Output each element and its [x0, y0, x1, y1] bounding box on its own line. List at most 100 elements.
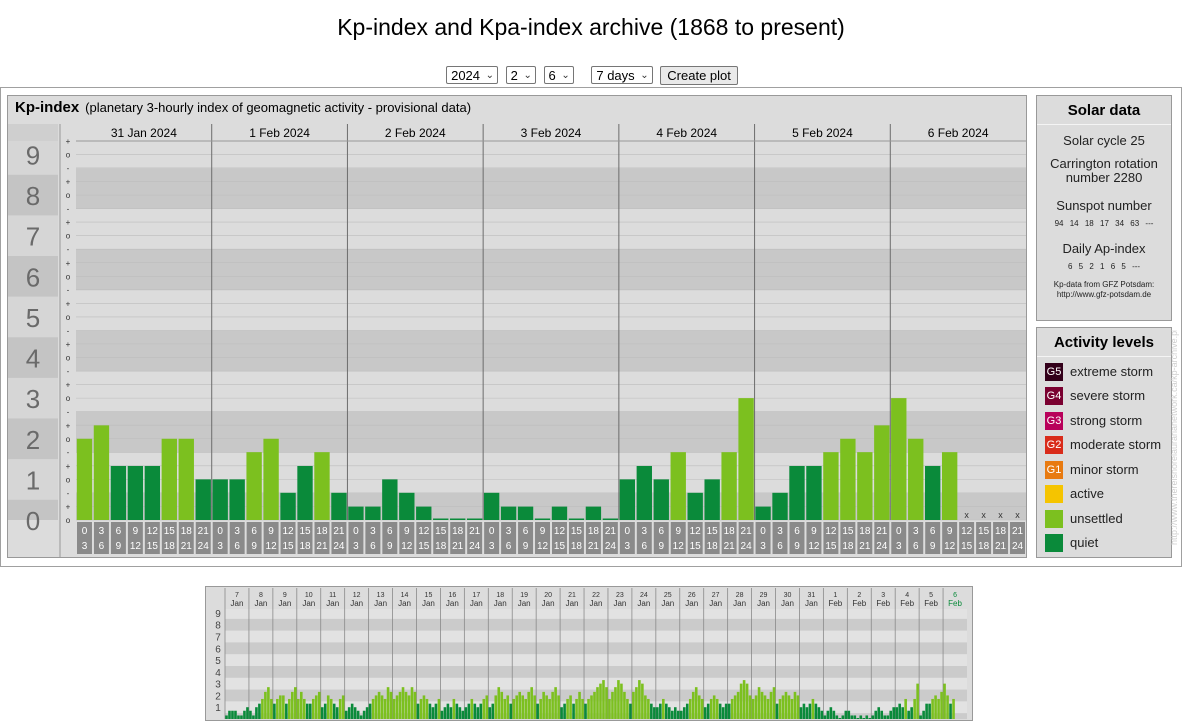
- y-minor-label: o: [66, 354, 71, 363]
- y-tick-label: 9: [26, 140, 40, 170]
- overview-day-number: 6: [953, 592, 957, 599]
- overview-bar: [273, 703, 276, 719]
- kp-bar: [568, 518, 585, 520]
- overview-day-number: 1: [833, 592, 837, 599]
- overview-month-label: Feb: [852, 599, 866, 608]
- y-minor-label: -: [67, 286, 70, 295]
- overview-bar: [590, 695, 593, 719]
- day-select[interactable]: 6 ⌄: [543, 66, 574, 84]
- year-select[interactable]: 2024 ⌄: [446, 66, 499, 84]
- overview-band: [225, 713, 967, 719]
- overview-day-number: 22: [592, 592, 600, 599]
- overview-bar: [551, 691, 554, 719]
- overview-bar: [653, 707, 656, 719]
- day-select-value: 6: [548, 68, 556, 83]
- y-tick-label: 3: [26, 384, 40, 414]
- hour-cell: [263, 522, 279, 554]
- kp-bar: [789, 465, 805, 520]
- kp-bar: [433, 518, 449, 520]
- hour-end-label: 15: [961, 541, 973, 552]
- hour-start-label: 21: [605, 526, 617, 537]
- hour-start-label: 18: [724, 526, 736, 537]
- period-select[interactable]: 7 days ⌄: [591, 66, 653, 84]
- kp-bar: [416, 506, 432, 520]
- hour-start-label: 3: [234, 526, 240, 537]
- overview-bar: [246, 707, 249, 719]
- hour-start-label: 21: [333, 526, 345, 537]
- hour-cell: [178, 522, 194, 554]
- solar-data-title: Solar data: [1037, 96, 1171, 125]
- overview-bar: [949, 703, 952, 719]
- monthly-overview-chart[interactable]: 1234567897Jan8Jan9Jan10Jan11Jan12Jan13Ja…: [205, 586, 973, 721]
- overview-bar: [398, 691, 402, 719]
- overview-bar: [593, 691, 596, 719]
- kp-bar: [263, 438, 279, 520]
- overview-bar: [509, 703, 513, 719]
- hour-end-label: 12: [537, 541, 549, 552]
- overview-day-number: 11: [329, 592, 336, 599]
- overview-month-label: Jan: [470, 599, 483, 608]
- ap-value: 6: [1067, 262, 1073, 271]
- overview-bar: [314, 695, 318, 719]
- hour-start-label: 21: [469, 526, 481, 537]
- overview-bar: [255, 707, 258, 719]
- kp-bar: [670, 452, 686, 520]
- kp-bar: [721, 452, 737, 520]
- overview-bar: [326, 695, 330, 719]
- overview-day-number: 19: [520, 592, 528, 599]
- kp-bar: [551, 506, 568, 520]
- day-label: 5 Feb 2024: [792, 126, 853, 140]
- overview-y-label: 5: [215, 656, 221, 667]
- overview-bar: [907, 710, 910, 719]
- day-label: 6 Feb 2024: [928, 126, 989, 140]
- hour-end-label: 9: [523, 541, 529, 552]
- overview-month-label: Jan: [231, 599, 244, 608]
- overview-bar: [299, 691, 303, 719]
- overview-bar: [261, 698, 264, 719]
- overview-bar: [670, 710, 674, 719]
- activity-level-label: strong storm: [1070, 413, 1143, 428]
- overview-bar: [530, 687, 533, 719]
- overview-bar: [497, 687, 501, 719]
- overview-bar: [883, 715, 887, 719]
- hour-end-label: 18: [571, 541, 583, 552]
- hour-start-label: 21: [741, 526, 753, 537]
- overview-bar: [946, 695, 949, 719]
- hour-cell: [976, 522, 992, 554]
- y-tick-label: 8: [26, 181, 40, 211]
- overview-bar: [841, 715, 845, 719]
- hour-end-label: 9: [794, 541, 800, 552]
- overview-bar: [347, 707, 351, 719]
- overview-bar: [919, 715, 922, 719]
- hour-start-label: 12: [961, 526, 973, 537]
- missing-marker: x: [964, 510, 969, 520]
- y-tick-label: 6: [26, 262, 40, 292]
- hour-cell: [144, 522, 160, 554]
- hour-cell: [246, 522, 262, 554]
- kp-bar: [110, 465, 127, 520]
- hour-cell: [823, 522, 839, 554]
- create-plot-button[interactable]: Create plot: [660, 66, 738, 85]
- hour-start-label: 3: [777, 526, 783, 537]
- month-select[interactable]: 2 ⌄: [505, 66, 536, 84]
- overview-bar: [904, 698, 907, 719]
- hour-cell: [806, 522, 822, 554]
- hour-end-label: 12: [673, 541, 685, 552]
- hour-end-label: 6: [777, 541, 783, 552]
- overview-bar: [437, 698, 441, 719]
- y-tick-label: 0: [26, 506, 40, 536]
- overview-bar: [662, 698, 665, 719]
- overview-bar: [377, 691, 381, 719]
- overview-bar: [868, 718, 872, 719]
- hour-cell: [229, 522, 245, 554]
- unsettled-swatch: [1045, 510, 1063, 528]
- hour-start-label: 0: [625, 526, 631, 537]
- hour-cell: [789, 522, 805, 554]
- overview-band: [225, 654, 967, 666]
- overview-bar: [491, 703, 495, 719]
- y-minor-label: +: [66, 178, 71, 187]
- carrington-rotation: Carrington rotation number 2280: [1050, 156, 1158, 185]
- y-minor-label: -: [67, 164, 70, 173]
- overview-day-number: 7: [235, 592, 239, 599]
- overview-bar: [407, 695, 411, 719]
